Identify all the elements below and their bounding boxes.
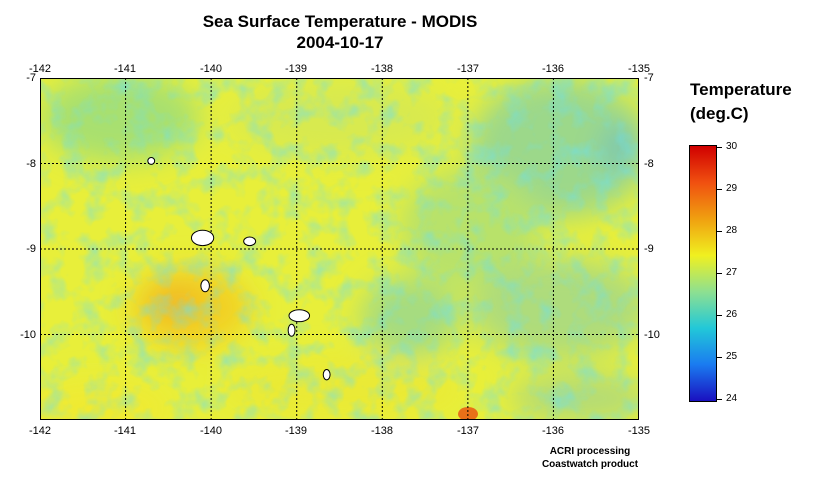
right-lat-tick-label: -7: [644, 72, 654, 84]
legend-tick-label: 26: [716, 309, 738, 320]
top-lon-tick-label: -141: [113, 63, 137, 75]
credit-processing: ACRI processing: [549, 446, 631, 457]
top-lon-tick-label: -137: [456, 63, 480, 75]
island-landmass: [200, 279, 210, 293]
island-landmass: [190, 229, 215, 247]
bottom-lon-tick-label: -142: [28, 425, 52, 437]
island-landmass: [287, 323, 296, 337]
left-lat-tick-label: -10: [20, 329, 36, 341]
legend-tick-label: 28: [716, 225, 738, 236]
islands: [147, 157, 331, 381]
bottom-lon-tick-label: -141: [113, 425, 137, 437]
legend-title: Temperature (deg.C): [690, 78, 792, 126]
top-lon-tick-label: -142: [28, 63, 52, 75]
island-landmass: [322, 369, 331, 381]
top-lon-tick-label: -136: [541, 63, 565, 75]
map-frame: [40, 78, 639, 420]
legend-tick-label: 25: [716, 351, 738, 362]
color-scale-bar: [689, 145, 717, 402]
legend-title-line1: Temperature: [690, 80, 792, 99]
top-lon-tick-label: -140: [199, 63, 223, 75]
bottom-lon-tick-label: -139: [284, 425, 308, 437]
map-date: 2004-10-17: [296, 33, 384, 52]
right-lat-tick-label: -9: [644, 243, 654, 255]
legend-tick-label: 27: [716, 267, 738, 278]
island-landmass: [243, 236, 257, 247]
legend-tick-label: 30: [716, 141, 738, 152]
credit-product: Coastwatch product: [541, 459, 639, 470]
left-lat-tick-label: -8: [26, 158, 36, 170]
warm-spot: [458, 407, 478, 420]
legend-tick-label: 29: [716, 183, 738, 194]
legend-title-line2: (deg.C): [690, 104, 749, 123]
map-title: Sea Surface Temperature - MODIS: [202, 12, 478, 31]
top-lon-tick-label: -139: [284, 63, 308, 75]
bottom-lon-tick-label: -136: [541, 425, 565, 437]
top-lon-tick-label: -135: [627, 63, 651, 75]
left-lat-tick-label: -7: [26, 72, 36, 84]
left-lat-tick-label: -9: [26, 243, 36, 255]
bottom-lon-tick-label: -137: [456, 425, 480, 437]
right-lat-tick-label: -8: [644, 158, 654, 170]
sst-texture: [40, 78, 639, 420]
island-landmass: [147, 157, 156, 165]
island-landmass: [288, 309, 311, 323]
graticule: [40, 78, 639, 420]
bottom-lon-tick-label: -135: [627, 425, 651, 437]
bottom-lon-tick-label: -140: [199, 425, 223, 437]
top-lon-tick-label: -138: [370, 63, 394, 75]
legend-tick-label: 24: [716, 393, 738, 404]
sst-map[interactable]: [40, 78, 639, 420]
right-lat-tick-label: -10: [644, 329, 660, 341]
bottom-lon-tick-label: -138: [370, 425, 394, 437]
